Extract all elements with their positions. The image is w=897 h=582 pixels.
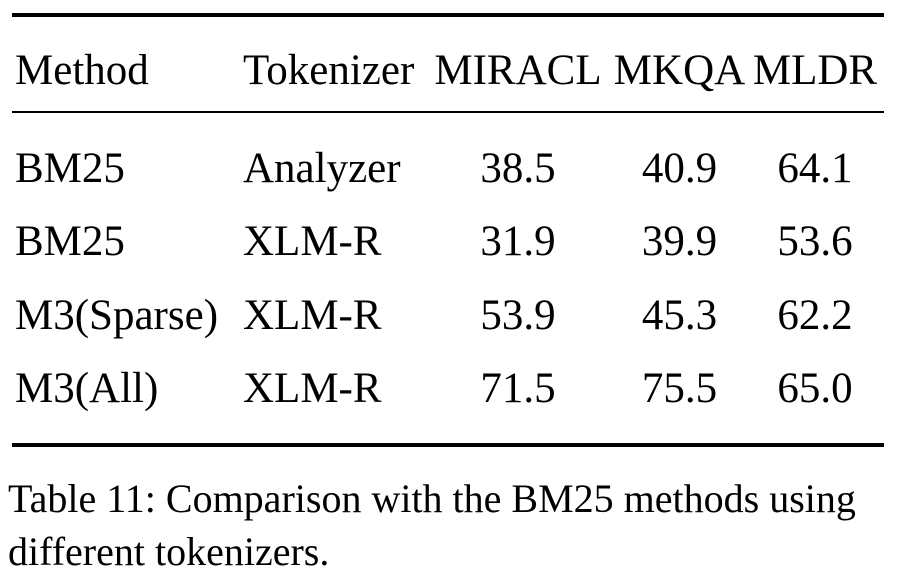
cell-mldr: 64.1 (777, 144, 853, 192)
cell-mkqa: 45.3 (641, 291, 718, 339)
table-header-row: Method Tokenizer MIRACL MKQA MLDR (12, 15, 884, 113)
header-method: Method (12, 15, 240, 113)
cell-miracl: 53.9 (480, 291, 556, 339)
table-row: M3(Sparse) XLM-R 53.9 45.3 62.2 (12, 279, 884, 353)
cell-mldr: 53.6 (777, 218, 853, 266)
cell-method: M3(All) (15, 365, 159, 413)
paper-page: Method Tokenizer MIRACL MKQA MLDR BM25 A… (0, 13, 897, 582)
header-tokenizer: Tokenizer (240, 15, 423, 113)
caption-line-2: different tokenizers. (8, 528, 330, 574)
cell-miracl: 31.9 (480, 218, 556, 266)
cell-method: BM25 (15, 144, 125, 192)
cell-tokenizer: Analyzer (243, 144, 401, 192)
cell-mkqa: 75.5 (641, 365, 718, 413)
cell-miracl: 71.5 (480, 365, 556, 413)
cell-tokenizer: XLM-R (243, 291, 382, 339)
header-mldr: MLDR (746, 15, 884, 113)
cell-mkqa: 40.9 (641, 144, 718, 192)
table-row: BM25 XLM-R 31.9 39.9 53.6 (12, 205, 884, 279)
cell-method: M3(Sparse) (15, 291, 219, 339)
cell-method: BM25 (15, 218, 125, 266)
table-row: BM25 Analyzer 38.5 40.9 64.1 (12, 112, 884, 206)
cell-tokenizer: XLM-R (243, 218, 382, 266)
cell-mkqa: 39.9 (641, 218, 718, 266)
results-table: Method Tokenizer MIRACL MKQA MLDR BM25 A… (12, 13, 884, 447)
cell-miracl: 38.5 (480, 144, 556, 192)
caption-line-1: Table 11: Comparison with the BM25 metho… (8, 475, 856, 521)
cell-mldr: 65.0 (777, 365, 853, 413)
cell-mldr: 62.2 (777, 291, 853, 339)
table-row: M3(All) XLM-R 71.5 75.5 65.0 (12, 352, 884, 445)
table-caption: Table 11: Comparison with the BM25 metho… (8, 473, 890, 579)
header-miracl: MIRACL (423, 15, 613, 113)
cell-tokenizer: XLM-R (243, 365, 382, 413)
header-mkqa: MKQA (613, 15, 746, 113)
